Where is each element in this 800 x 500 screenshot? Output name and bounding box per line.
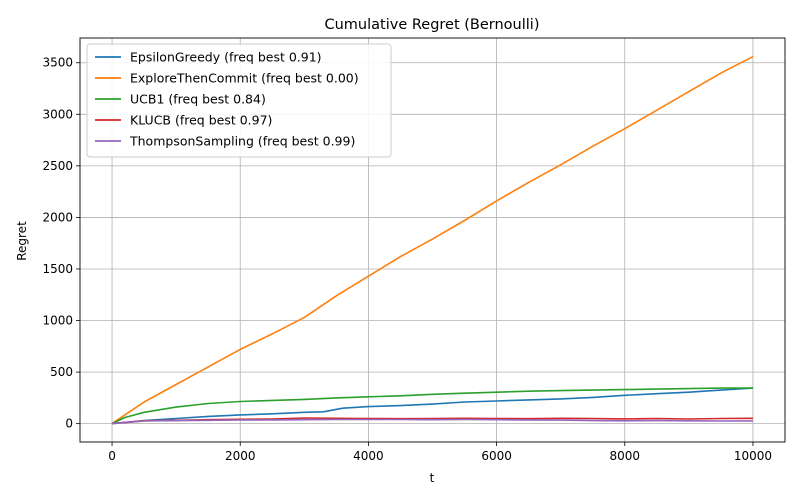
x-tick-label: 4000	[353, 449, 384, 463]
y-tick-label: 500	[50, 365, 73, 379]
y-tick-label: 1500	[42, 262, 73, 276]
series-line-0	[111, 387, 754, 425]
y-tick-label: 3500	[42, 56, 73, 70]
legend-label-2: UCB1 (freq best 0.84)	[130, 92, 266, 107]
legend-label-4: ThompsonSampling (freq best 0.99)	[129, 134, 355, 149]
legend-box	[86, 43, 392, 158]
chart-title: Cumulative Regret (Bernoulli)	[324, 17, 539, 33]
y-tick-label: 0	[65, 417, 73, 431]
x-tick-label: 6000	[481, 449, 512, 463]
legend-label-3: KLUCB (freq best 0.97)	[130, 113, 272, 128]
y-tick-label: 2000	[42, 210, 73, 224]
series-line-4	[111, 418, 754, 425]
legend-label-0: EpsilonGreedy (freq best 0.91)	[130, 50, 322, 65]
x-axis-title: t	[430, 471, 435, 485]
x-tick-label: 10000	[734, 449, 772, 463]
x-tick-label: 2000	[225, 449, 256, 463]
x-tick-label: 8000	[609, 449, 640, 463]
y-tick-label: 3000	[42, 107, 73, 121]
legend-label-1: ExploreThenCommit (freq best 0.00)	[130, 71, 359, 86]
series-line-1	[111, 55, 754, 425]
x-tick-label: 0	[108, 449, 116, 463]
axis-ticks: 0 2000 4000 6000 8000 10000 0 500 1000 1500 2000 25…	[42, 56, 772, 463]
y-tick-label: 2500	[42, 159, 73, 173]
y-axis-title: Regret	[15, 221, 29, 261]
series-lines	[111, 55, 754, 425]
plot-frame	[79, 37, 786, 443]
series-line-2	[111, 387, 753, 425]
legend: EpsilonGreedy (freq best 0.91) ExploreThe…	[86, 43, 392, 158]
y-tick-label: 1000	[42, 314, 73, 328]
